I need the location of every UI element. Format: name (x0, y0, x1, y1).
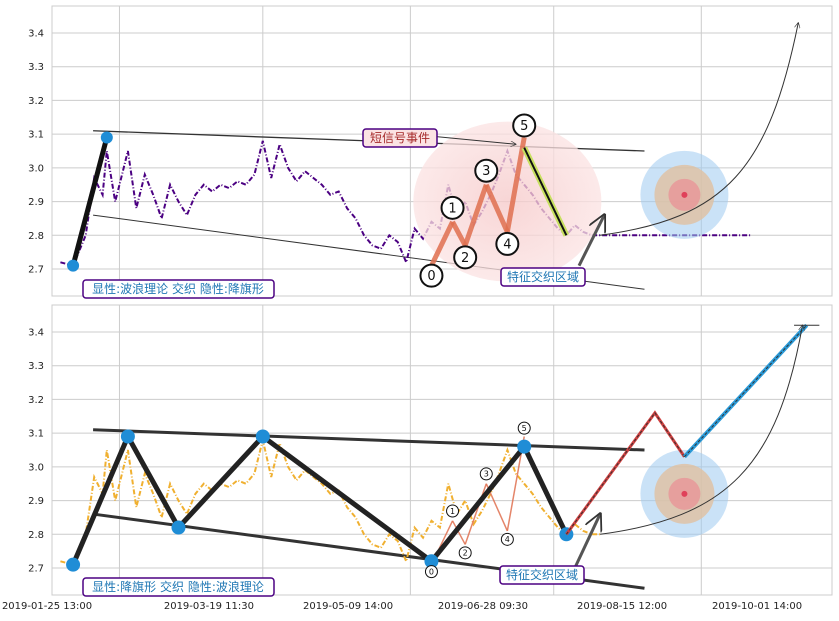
y-tick-label: 2.9 (28, 496, 44, 507)
decline-segment (523, 147, 568, 236)
x-tick-label: 2019-05-09 14:00 (303, 601, 393, 612)
region-arrow (577, 215, 604, 267)
projection-arc (600, 325, 802, 535)
wave-label-text: 0 (427, 269, 435, 284)
pivot-marker (66, 557, 81, 572)
top-feature-region-text: 特征交织区域 (507, 269, 579, 284)
bottom-chart: 2.7 2.8 2.9 3.0 3.1 3.2 3.3 3.4 2019-01-25 13:00… (2, 305, 832, 612)
y-tick-label: 2.8 (28, 231, 44, 242)
y-tick-label: 3.2 (28, 96, 44, 107)
flag-upper-trendline (93, 428, 645, 452)
signal-cloud (413, 121, 602, 282)
pivot-marker (67, 259, 80, 272)
x-tick-label: 2019-06-28 09:30 (438, 601, 528, 612)
wave-label-circle (495, 231, 520, 256)
x-tick-label: 2019-10-01 14:00 (712, 601, 802, 612)
y-tick-label: 2.7 (28, 265, 44, 276)
x-tick-label: 2019-08-15 12:00 (577, 601, 667, 612)
x-tick-label: 2019-03-19 11:30 (164, 601, 254, 612)
pivot-marker (424, 554, 439, 569)
y-tick-label: 3.2 (28, 395, 44, 406)
projection-blue (682, 323, 809, 459)
y-tick-label: 2.9 (28, 197, 44, 208)
wave-segment (450, 220, 468, 247)
pivot-marker (517, 439, 532, 454)
wave-label-circle (458, 546, 472, 560)
target-center (681, 490, 688, 497)
y-tick-label: 3.4 (28, 327, 44, 338)
wave-segment (464, 483, 487, 545)
y-tick-label: 2.7 (28, 564, 44, 575)
y-tick-label: 3.3 (28, 361, 44, 372)
pivot-marker (100, 131, 113, 144)
pivot-marker (171, 520, 186, 535)
wave-label-circle (512, 113, 537, 138)
price-series-line (60, 140, 752, 267)
wave-label-text: 2 (461, 251, 469, 266)
region-arrow (573, 514, 600, 569)
wave-label-circle (474, 158, 499, 183)
wave-label-circle (453, 245, 478, 270)
wave-segment (462, 183, 489, 247)
projection-red-dash (565, 412, 685, 535)
wave-label-circle (419, 263, 444, 288)
wave-segment (483, 183, 510, 233)
y-tick-label: 2.8 (28, 530, 44, 541)
wave-label-text: 3 (484, 470, 489, 479)
bottom-pattern-label: 显性:降旗形 交织 隐性:波浪理论 (82, 577, 275, 597)
price-series-line (60, 439, 601, 566)
top-pattern-text: 显性:波浪理论 交织 隐性:降旗形 (92, 281, 264, 296)
wave-segment (451, 520, 466, 545)
pivot-marker (120, 429, 135, 444)
wave-label-circle (440, 195, 465, 220)
wave-label-circle (446, 504, 460, 518)
x-tick-label: 2019-01-25 13:00 (2, 601, 92, 612)
wave-label-text: 1 (448, 201, 456, 216)
bottom-pattern-text: 显性:降旗形 交织 隐性:波浪理论 (92, 579, 264, 594)
wave-label-text: 4 (503, 237, 511, 252)
wave-label-text: 5 (522, 424, 527, 433)
wave-label-text: 3 (482, 164, 490, 179)
wave-label-text: 5 (520, 119, 528, 134)
y-tick-label: 3.1 (28, 130, 44, 141)
top-chart: 2.7 2.8 2.9 3.0 3.1 3.2 3.3 3.4 0 1 2 3 4 5 (28, 6, 832, 296)
short-signal-label: 短信号事件 (362, 128, 438, 148)
y-tick-label: 3.0 (28, 163, 44, 174)
projection-arc (600, 23, 798, 236)
wave-segment (504, 137, 527, 233)
impulse-segment (70, 136, 110, 267)
wave-label-text: 1 (450, 507, 455, 516)
wave-label-text: 2 (463, 549, 468, 558)
pivot-marker (255, 429, 270, 444)
y-tick-label: 3.3 (28, 62, 44, 73)
wave-label-circle (500, 532, 514, 546)
wave-label-circle (479, 467, 493, 481)
top-pattern-label: 显性:波浪理论 交织 隐性:降旗形 (82, 279, 275, 299)
wave-label-circle (424, 565, 438, 579)
target-center (681, 191, 688, 198)
wave-label-text: 4 (505, 535, 510, 544)
top-feature-region-label: 特征交织区域 (500, 267, 586, 287)
wave-label-circle (517, 421, 531, 435)
bottom-feature-region-text: 特征交织区域 (506, 567, 578, 582)
y-tick-label: 3.4 (28, 28, 44, 39)
wave-segment (429, 220, 455, 267)
short-signal-text: 短信号事件 (370, 131, 430, 145)
bottom-feature-region-label: 特征交织区域 (499, 565, 585, 585)
y-tick-label: 3.1 (28, 429, 44, 440)
wave-label-text: 0 (429, 567, 434, 576)
y-tick-label: 3.0 (28, 462, 44, 473)
